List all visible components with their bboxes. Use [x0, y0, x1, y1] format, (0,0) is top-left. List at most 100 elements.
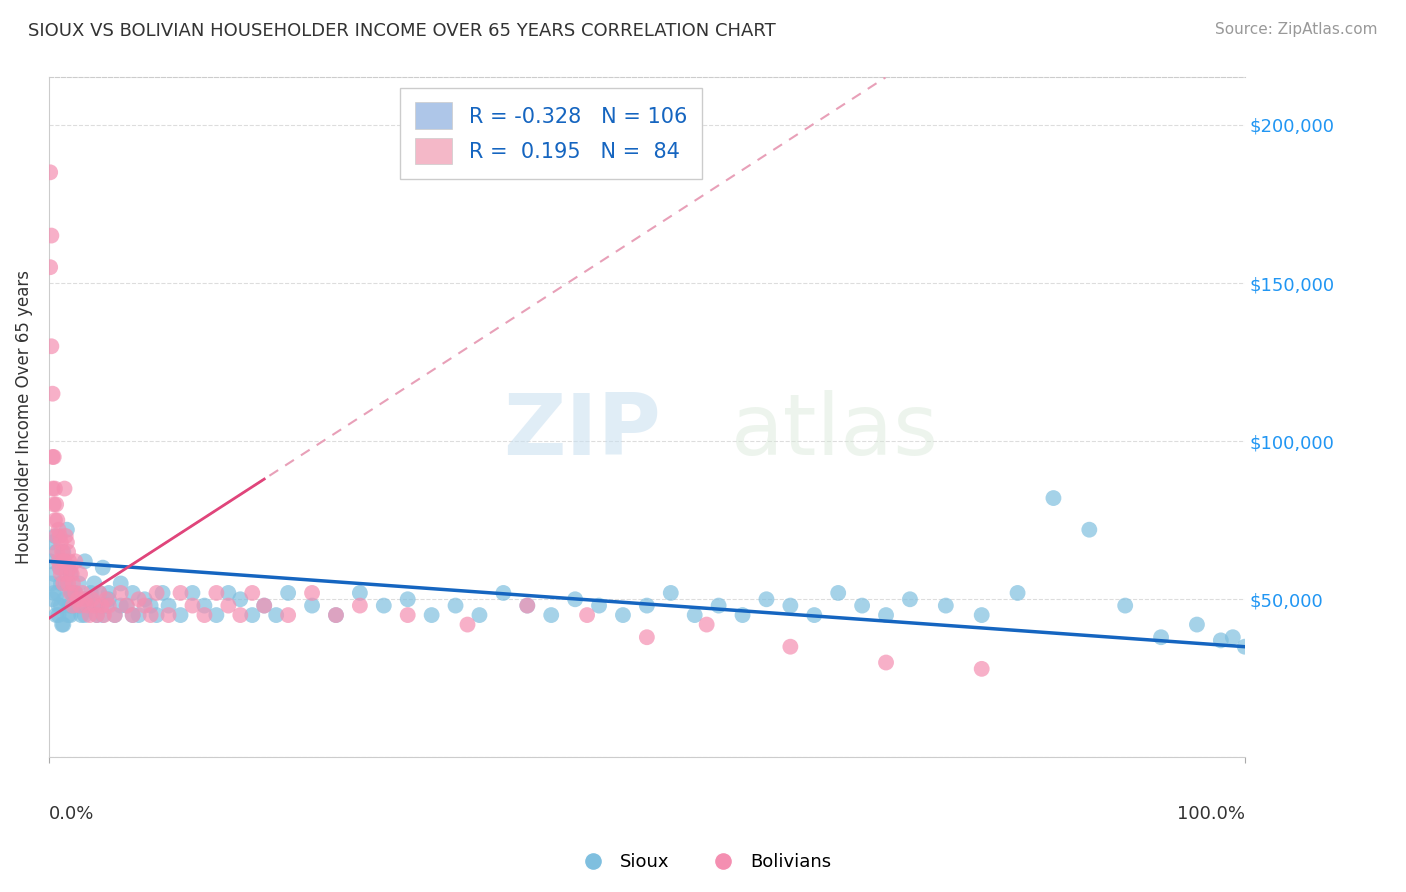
Point	[97, 586, 120, 600]
Point	[56, 566, 79, 581]
Point	[240, 586, 263, 600]
Point	[540, 608, 562, 623]
Point	[69, 599, 91, 613]
Point	[217, 586, 239, 600]
Point	[110, 586, 132, 600]
Point	[62, 586, 84, 600]
Point	[827, 586, 849, 600]
Point	[76, 599, 98, 613]
Point	[851, 599, 873, 613]
Point	[134, 592, 156, 607]
Point	[1150, 630, 1173, 644]
Point	[79, 608, 101, 623]
Point	[45, 608, 67, 623]
Point	[205, 608, 228, 623]
Point	[86, 599, 108, 613]
Point	[42, 586, 65, 600]
Point	[683, 608, 706, 623]
Point	[373, 599, 395, 613]
Point	[696, 617, 718, 632]
Point	[193, 599, 215, 613]
Point	[65, 554, 87, 568]
Point	[42, 450, 65, 464]
Point	[115, 599, 138, 613]
Point	[53, 482, 76, 496]
Point	[44, 513, 66, 527]
Point	[67, 576, 90, 591]
Point	[157, 599, 180, 613]
Point	[97, 599, 120, 613]
Point	[349, 586, 371, 600]
Point	[104, 608, 127, 623]
Point	[875, 656, 897, 670]
Point	[875, 608, 897, 623]
Point	[56, 576, 79, 591]
Point	[93, 608, 115, 623]
Point	[659, 586, 682, 600]
Point	[51, 545, 73, 559]
Point	[564, 592, 586, 607]
Point	[145, 586, 167, 600]
Point	[44, 529, 66, 543]
Point	[41, 592, 63, 607]
Point	[42, 497, 65, 511]
Point	[1185, 617, 1208, 632]
Point	[193, 608, 215, 623]
Point	[48, 560, 70, 574]
Point	[420, 608, 443, 623]
Point	[86, 608, 108, 623]
Point	[277, 586, 299, 600]
Point	[41, 576, 63, 591]
Point	[264, 608, 287, 623]
Point	[970, 608, 993, 623]
Point	[612, 608, 634, 623]
Point	[970, 662, 993, 676]
Point	[128, 592, 150, 607]
Point	[58, 554, 80, 568]
Point	[139, 599, 162, 613]
Point	[45, 529, 67, 543]
Point	[46, 586, 69, 600]
Point	[62, 576, 84, 591]
Point	[169, 608, 191, 623]
Point	[41, 339, 63, 353]
Point	[60, 586, 83, 600]
Point	[70, 608, 93, 623]
Point	[91, 560, 114, 574]
Point	[41, 482, 63, 496]
Point	[76, 592, 98, 607]
Point	[90, 599, 112, 613]
Point	[444, 599, 467, 613]
Point	[121, 586, 143, 600]
Point	[457, 617, 479, 632]
Point	[707, 599, 730, 613]
Point	[51, 617, 73, 632]
Point	[104, 608, 127, 623]
Point	[56, 560, 79, 574]
Text: SIOUX VS BOLIVIAN HOUSEHOLDER INCOME OVER 65 YEARS CORRELATION CHART: SIOUX VS BOLIVIAN HOUSEHOLDER INCOME OVE…	[28, 22, 776, 40]
Point	[349, 599, 371, 613]
Point	[73, 608, 96, 623]
Text: atlas: atlas	[731, 390, 939, 473]
Point	[134, 599, 156, 613]
Point	[80, 599, 103, 613]
Point	[65, 586, 87, 600]
Point	[80, 592, 103, 607]
Point	[803, 608, 825, 623]
Point	[41, 450, 63, 464]
Point	[115, 599, 138, 613]
Point	[41, 535, 63, 549]
Point	[277, 608, 299, 623]
Text: ZIP: ZIP	[503, 390, 661, 473]
Point	[96, 592, 118, 607]
Point	[636, 630, 658, 644]
Point	[516, 599, 538, 613]
Point	[39, 554, 62, 568]
Legend: R = -0.328   N = 106, R =  0.195   N =  84: R = -0.328 N = 106, R = 0.195 N = 84	[401, 87, 702, 179]
Point	[898, 592, 921, 607]
Point	[468, 608, 491, 623]
Point	[45, 497, 67, 511]
Point	[52, 554, 75, 568]
Point	[52, 617, 75, 632]
Point	[217, 599, 239, 613]
